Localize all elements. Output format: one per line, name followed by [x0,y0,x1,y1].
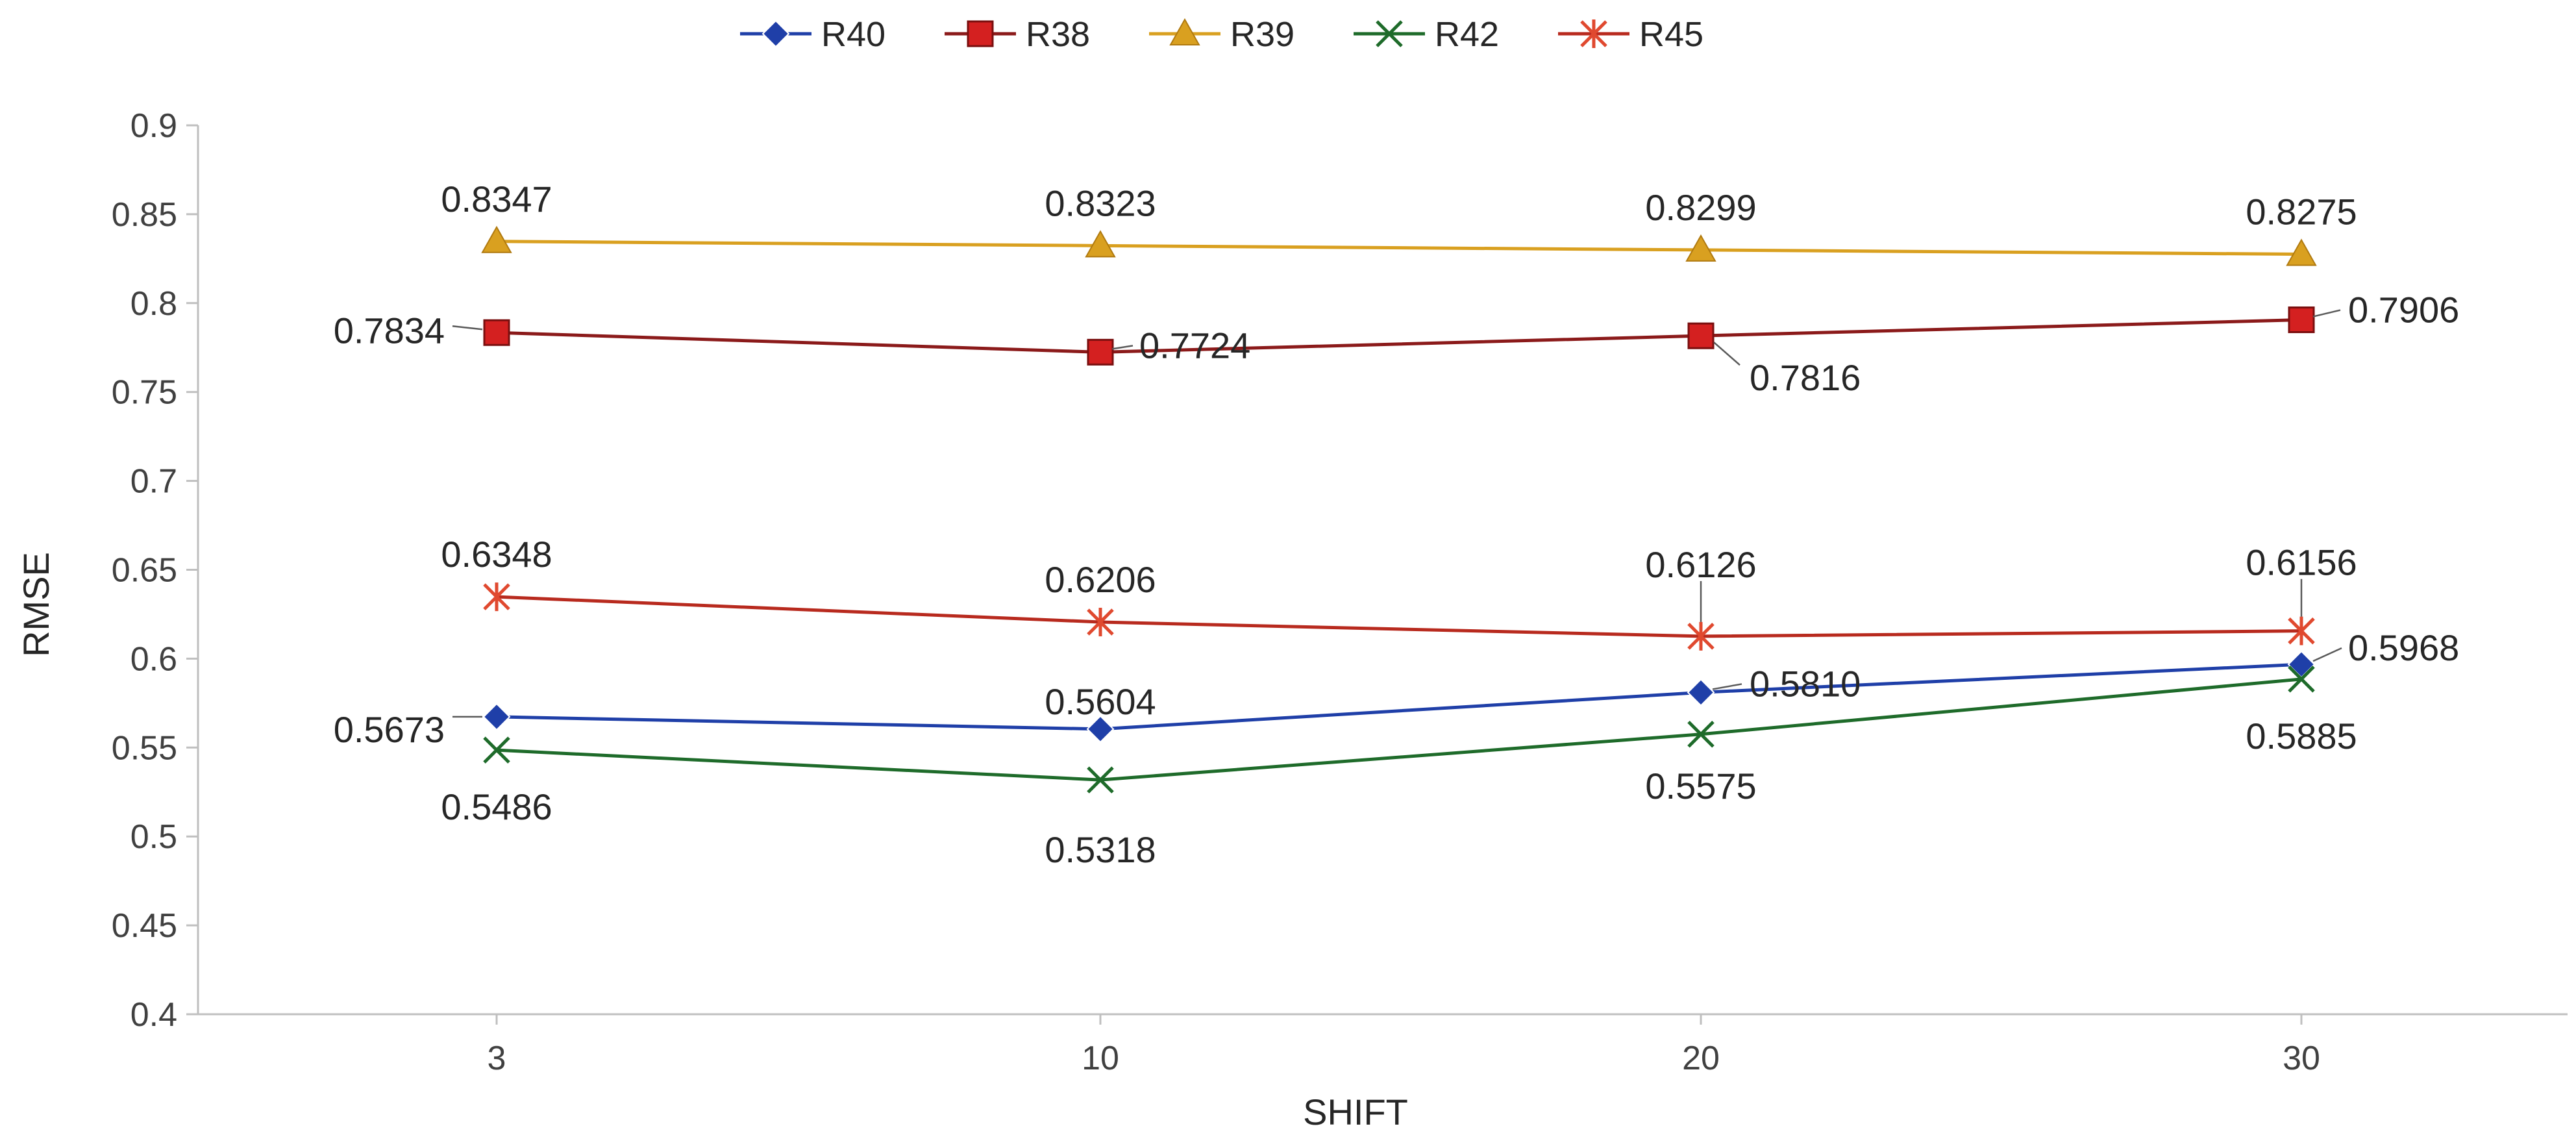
legend-marker-r39 [1169,18,1200,45]
data-point-r40 [482,703,511,731]
y-tick-label: 0.9 [130,107,177,145]
data-point-r42 [483,736,510,764]
y-tick-label: 0.55 [112,729,177,767]
series-line-r45 [496,595,2302,638]
label-leader-line [1712,683,1742,690]
legend-item-r40: R40 [740,15,886,54]
data-label-r45: 0.6156 [2246,542,2357,583]
y-tick-label: 0.4 [130,996,177,1034]
data-point-r38 [1687,322,1715,349]
data-label-r38: 0.7816 [1750,357,1861,398]
series-r42 [483,666,2315,793]
data-point-r40 [1086,715,1115,743]
series-line-r38 [496,318,2302,354]
y-tick-label: 0.85 [112,196,177,234]
data-label-r40: 0.5604 [1045,681,1156,722]
y-tick-label: 0.75 [112,374,177,412]
data-label-r40: 0.5673 [334,709,445,750]
series-line-r42 [496,677,2302,782]
data-point-r39 [481,225,512,253]
legend-item-r39: R39 [1149,15,1294,54]
data-label-r45: 0.6126 [1645,544,1756,585]
data-point-r39 [2286,238,2317,266]
data-point-r38 [1087,338,1114,366]
series-r39 [481,225,2317,266]
legend-marker-r38 [967,20,994,47]
y-axis: 0.4 0.45 0.5 0.55 0.6 0.65 0.7 0.75 0.8 0.85 0.9 [112,107,199,1034]
x-tick-label: 10 [1082,1040,1119,1077]
series-r45 [483,582,2315,651]
label-leader-line [2312,647,2342,662]
series-line-r40 [496,662,2302,731]
data-point-r45 [1687,621,1715,651]
data-label-r40: 0.5810 [1750,663,1861,704]
legend-item-r38: R38 [945,15,1090,54]
data-point-r45 [2288,616,2315,645]
legend-label: R38 [1026,15,1090,54]
label-leader-line [1713,342,1740,366]
legend-item-r42: R42 [1354,15,1499,54]
data-label-r45: 0.6348 [441,534,552,575]
data-label-layer: 0.5673 0.5604 0.5810 0.5968 0.7834 0.7724 0.78… [334,179,2460,870]
label-leader-line [2312,309,2341,318]
data-label-r38: 0.7834 [334,310,445,351]
y-tick-label: 0.7 [130,463,177,501]
label-leader-line [452,325,483,331]
y-tick-label: 0.65 [112,552,177,590]
y-axis-title: RMSE [16,552,56,657]
data-point-r39 [1085,230,1116,258]
legend-item-r45: R45 [1558,15,1703,54]
x-tick-label: 3 [488,1040,506,1077]
data-label-r42: 0.5885 [2246,716,2357,756]
data-point-r45 [1087,607,1114,636]
x-axis-title: SHIFT [1303,1092,1408,1132]
data-label-r39: 0.8323 [1045,182,1156,223]
y-tick-label: 0.8 [130,285,177,323]
series-line-r39 [496,240,2302,256]
legend-marker-r42 [1376,20,1403,47]
data-label-r42: 0.5486 [441,786,552,827]
data-label-r38: 0.7906 [2348,290,2459,331]
legend-marker-r45 [1580,19,1607,48]
label-leader-line [1111,345,1133,350]
series-r38 [483,306,2315,366]
data-label-r42: 0.5318 [1045,829,1156,870]
y-tick-label: 0.5 [130,818,177,856]
data-point-r40 [1687,679,1715,706]
legend-label: R42 [1435,15,1499,54]
legend-label: R39 [1230,15,1294,54]
data-point-r42 [1087,766,1114,793]
data-point-r42 [2288,666,2315,693]
x-tick-label: 30 [2283,1040,2320,1077]
series-layer [481,225,2317,793]
data-point-r40 [2287,650,2316,679]
data-label-r42: 0.5575 [1645,766,1756,806]
legend-label: R40 [821,15,886,54]
data-point-r39 [1685,234,1716,262]
data-point-r38 [483,319,510,346]
data-label-r45: 0.6206 [1045,559,1156,600]
data-label-r40: 0.5968 [2348,627,2459,668]
data-label-r39: 0.8299 [1645,187,1756,228]
x-tick-label: 20 [1682,1040,1720,1077]
data-point-r42 [1687,721,1715,748]
series-r40 [482,650,2316,743]
legend-label: R45 [1639,15,1703,54]
y-tick-label: 0.6 [130,640,177,678]
data-label-r39: 0.8275 [2246,192,2357,232]
x-axis: 3 10 20 30 [198,1013,2568,1077]
data-label-r38: 0.7724 [1139,325,1250,366]
data-point-r45 [483,582,510,612]
legend-marker-r40 [762,19,790,48]
data-label-r39: 0.8347 [441,179,552,219]
data-point-r38 [2288,306,2315,334]
y-tick-label: 0.45 [112,907,177,945]
legend: R40 R38 R39 R42 R45 [740,15,1703,54]
